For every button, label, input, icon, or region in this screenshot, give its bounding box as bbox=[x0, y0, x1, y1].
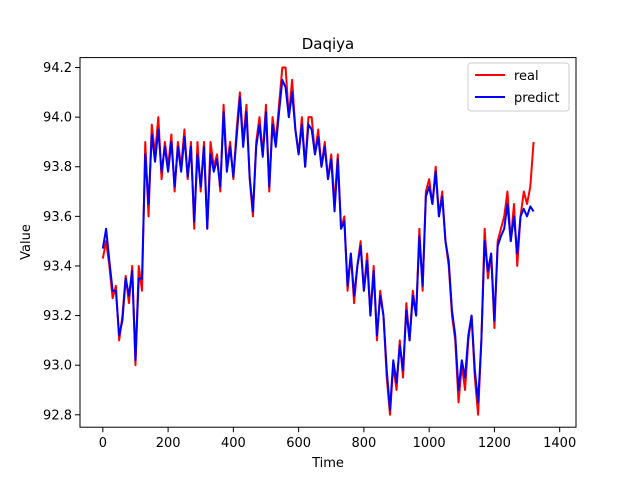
y-tick-label: 94.0 bbox=[43, 111, 72, 126]
x-tick-label: 200 bbox=[156, 436, 181, 451]
legend-label-predict: predict bbox=[514, 91, 559, 106]
x-tick-label: 1200 bbox=[478, 436, 511, 451]
y-tick-label: 93.2 bbox=[43, 309, 72, 324]
y-axis: 92.8 93.0 93.2 93.4 93.6 93.8 94.0 94.2 bbox=[43, 61, 80, 423]
chart-title: Daqiya bbox=[302, 35, 355, 53]
x-axis-label: Time bbox=[311, 456, 344, 471]
plot-frame bbox=[79, 57, 577, 428]
x-tick-label: 0 bbox=[99, 436, 107, 451]
x-axis: 0 200 400 600 800 1000 1200 1400 bbox=[99, 427, 576, 451]
y-tick-label: 93.0 bbox=[43, 359, 72, 374]
y-tick-label: 93.6 bbox=[43, 210, 72, 225]
x-tick-label: 800 bbox=[351, 436, 376, 451]
y-tick-label: 94.2 bbox=[43, 61, 72, 76]
x-tick-label: 1400 bbox=[543, 436, 576, 451]
y-tick-label: 93.4 bbox=[43, 259, 72, 274]
y-axis-label: Value bbox=[19, 224, 34, 260]
x-tick-label: 600 bbox=[286, 436, 311, 451]
x-tick-label: 400 bbox=[221, 436, 246, 451]
series-layer bbox=[101, 66, 535, 416]
series-line-predict bbox=[101, 78, 535, 411]
y-tick-label: 92.8 bbox=[43, 408, 72, 423]
x-tick-label: 1000 bbox=[413, 436, 446, 451]
plot-area bbox=[79, 57, 577, 428]
legend-label-real: real bbox=[514, 69, 539, 84]
y-tick-label: 93.8 bbox=[43, 160, 72, 175]
legend: real predict bbox=[467, 62, 570, 112]
